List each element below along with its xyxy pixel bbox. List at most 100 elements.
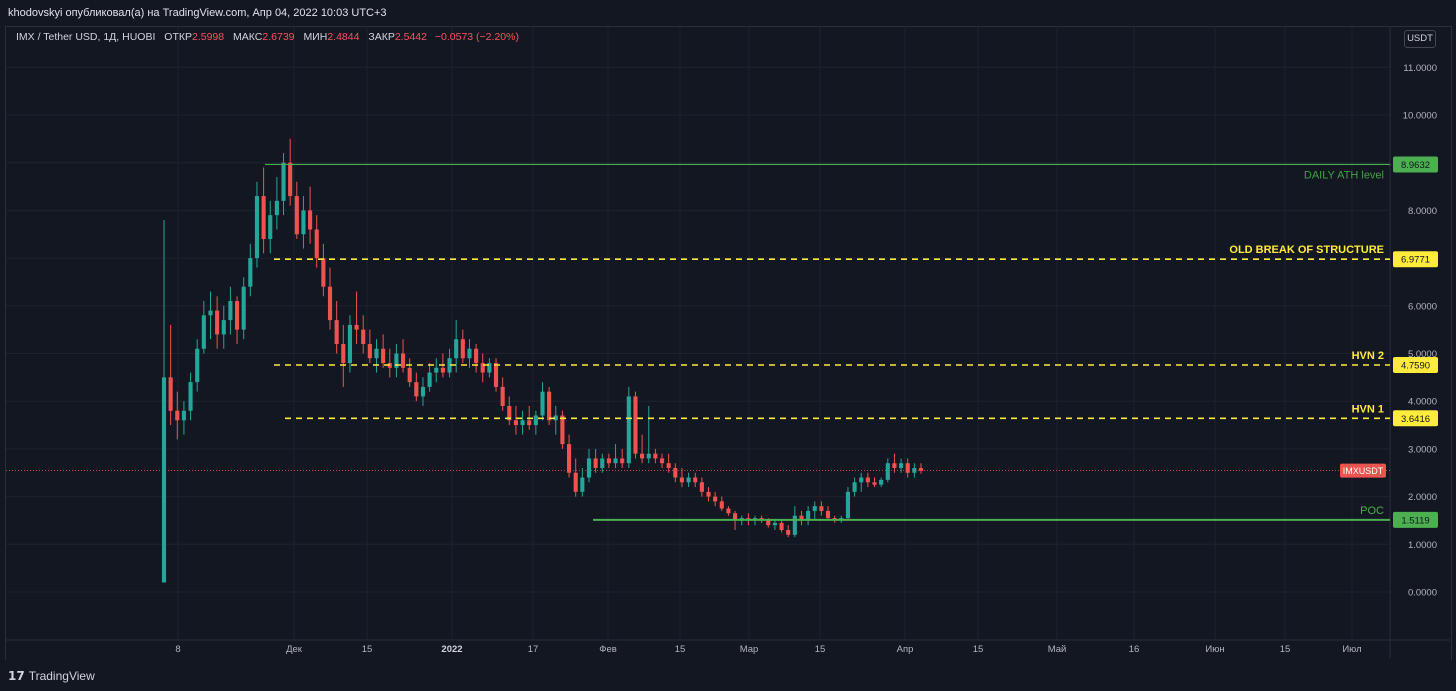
candle	[274, 200, 279, 216]
candle	[507, 405, 512, 421]
time-tick-label: Дек	[286, 644, 303, 655]
candle	[420, 386, 426, 397]
candle	[254, 196, 260, 259]
candle	[487, 363, 492, 373]
candle	[567, 444, 572, 473]
candle	[460, 339, 465, 359]
time-tick-label: 15	[1280, 644, 1291, 655]
candle	[706, 491, 711, 497]
price-tick-label: 0.0000	[1408, 588, 1437, 599]
candle	[819, 506, 824, 511]
candle	[261, 196, 266, 240]
candle	[248, 258, 253, 287]
time-tick-label: 17	[528, 644, 539, 655]
candle	[181, 410, 186, 421]
open-label: ОТКР	[164, 31, 192, 43]
chart-frame	[5, 26, 1452, 661]
candle	[859, 477, 864, 483]
tradingview-logo[interactable]: 𝟭𝟳 TradingView	[8, 669, 95, 683]
time-tick-label: Мар	[740, 644, 759, 655]
candle	[892, 463, 897, 468]
candle	[885, 463, 890, 480]
candle	[646, 453, 651, 459]
publish-info: khodovskyi опубликовал(а) на TradingView…	[8, 7, 387, 19]
candle	[659, 458, 665, 464]
price-tick-label: 11.0000	[1403, 63, 1437, 74]
candle	[201, 315, 206, 349]
level-label: POC	[1360, 505, 1384, 517]
candle	[553, 415, 558, 421]
candle	[792, 515, 797, 535]
candle	[454, 339, 459, 359]
candle	[440, 367, 445, 373]
price-tick-label: 6.0000	[1408, 301, 1437, 312]
candle	[806, 510, 811, 521]
candle	[281, 162, 286, 201]
candle	[666, 463, 671, 468]
time-tick-label: 16	[1129, 644, 1140, 655]
candle	[341, 343, 346, 364]
candle	[586, 458, 592, 478]
close-label: ЗАКР	[368, 31, 395, 43]
candle	[799, 515, 804, 521]
price-tick-label: 2.0000	[1408, 492, 1437, 503]
candle	[447, 358, 452, 373]
candle	[374, 348, 379, 359]
time-tick-label: 15	[362, 644, 373, 655]
level-price-tag-label: 1.5119	[1401, 515, 1429, 526]
price-tick-label: 10.0000	[1403, 111, 1437, 122]
level-price-tag-label: 4.7590	[1401, 360, 1430, 371]
level-price-tag	[1393, 156, 1438, 173]
candle	[547, 391, 552, 421]
level-price-tag-label: 3.6416	[1401, 414, 1430, 425]
high-label: МАКС	[233, 31, 263, 43]
candle	[733, 513, 738, 521]
candle	[294, 196, 299, 235]
publish-bar: khodovskyi опубликовал(а) на TradingView…	[0, 0, 1456, 26]
price-tick-label: 4.0000	[1408, 397, 1437, 408]
candle	[354, 324, 359, 330]
candle	[606, 458, 611, 464]
price-tick-label: 8.0000	[1408, 206, 1437, 217]
symbol-price-tag	[1340, 463, 1386, 478]
candle	[361, 329, 366, 344]
candle	[347, 324, 352, 364]
candle	[852, 482, 857, 492]
currency-button[interactable]: USDT	[1404, 30, 1436, 48]
candle	[215, 310, 220, 335]
candle	[234, 301, 240, 330]
candle	[812, 506, 817, 511]
candle	[640, 453, 645, 459]
candle	[600, 458, 605, 468]
candle	[686, 477, 691, 483]
candle	[208, 310, 213, 316]
candle	[175, 410, 180, 421]
candle	[653, 453, 658, 459]
level-label: DAILY ATH level	[1304, 169, 1384, 181]
candle	[713, 496, 718, 502]
candle	[500, 386, 505, 406]
brand-name: TradingView	[28, 669, 95, 683]
candle	[367, 343, 372, 359]
candle	[221, 320, 226, 335]
candle	[693, 477, 698, 483]
candle	[334, 320, 339, 344]
candle	[779, 522, 784, 530]
candle	[314, 229, 319, 259]
candle	[168, 377, 173, 411]
candle	[699, 482, 704, 492]
candle	[434, 367, 439, 373]
candle	[288, 162, 293, 197]
time-tick-label: 15	[815, 644, 826, 655]
candle	[679, 477, 685, 483]
low-label: МИН	[303, 31, 328, 43]
candle	[480, 363, 485, 373]
candle	[879, 479, 884, 485]
time-tick-label: 2022	[441, 644, 462, 655]
open-value: 2.5998	[192, 31, 225, 43]
candle	[308, 210, 313, 230]
level-label: HVN 1	[1352, 403, 1384, 415]
level-label: HVN 2	[1352, 350, 1384, 362]
symbol-label[interactable]: IMX / Tether USD, 1Д, HUOBI	[16, 31, 156, 43]
